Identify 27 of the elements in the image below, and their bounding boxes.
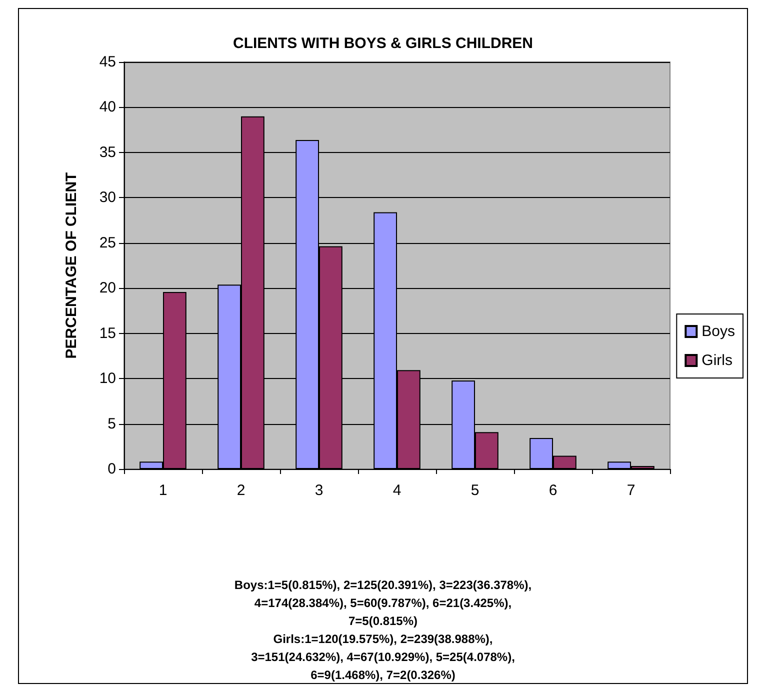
text: 7=5(0.815%) — [348, 614, 418, 628]
y-tick-label: 20 — [99, 280, 116, 297]
x-tick-label: 5 — [470, 482, 480, 499]
x-tick-label: 7 — [626, 482, 636, 499]
y-tick-label: 0 — [108, 460, 116, 478]
chart-title: CLIENTS WITH BOYS & GIRLS CHILDREN — [233, 35, 533, 52]
x-tick-label: 3 — [314, 482, 324, 499]
x-tick-label: 2 — [236, 482, 246, 499]
text: 4=174(28.384%), 5=60(9.787%), 6=21(3.425%), — [254, 596, 512, 610]
text: Girls:1=120(19.575%), 2=239(38.988%), — [273, 632, 493, 646]
y-tick-label: 30 — [99, 189, 116, 206]
y-tick-label: 45 — [99, 54, 116, 70]
y-tick-label: 25 — [99, 234, 116, 252]
y-tick-label: 40 — [99, 98, 116, 116]
text: 6=9(1.468%), 7=2(0.326%) — [310, 668, 456, 682]
x-tick-label: 6 — [548, 482, 558, 499]
y-tick-label: 5 — [108, 415, 116, 432]
x-tick-label: 4 — [392, 482, 402, 499]
y-tick-label: 10 — [99, 370, 116, 388]
text: Boys:1=5(0.815%), 2=125(20.391%), 3=223(36.378%), — [234, 578, 532, 592]
legend-label: Girls — [702, 352, 732, 369]
x-tick-label: 1 — [158, 482, 168, 499]
y-tick-label: 35 — [99, 144, 116, 161]
y-axis-title: PERCENTAGE OF CLIENT — [63, 172, 80, 359]
text: 3=151(24.632%), 4=67(10.929%), 5=25(4.078%), — [251, 650, 515, 664]
legend-label: Boys — [702, 323, 736, 340]
y-tick-label: 15 — [99, 324, 116, 342]
